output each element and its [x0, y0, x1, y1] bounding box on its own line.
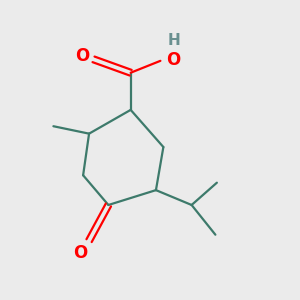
- Text: O: O: [73, 244, 87, 262]
- Text: H: H: [167, 33, 180, 48]
- Text: O: O: [75, 47, 89, 65]
- Text: O: O: [166, 51, 180, 69]
